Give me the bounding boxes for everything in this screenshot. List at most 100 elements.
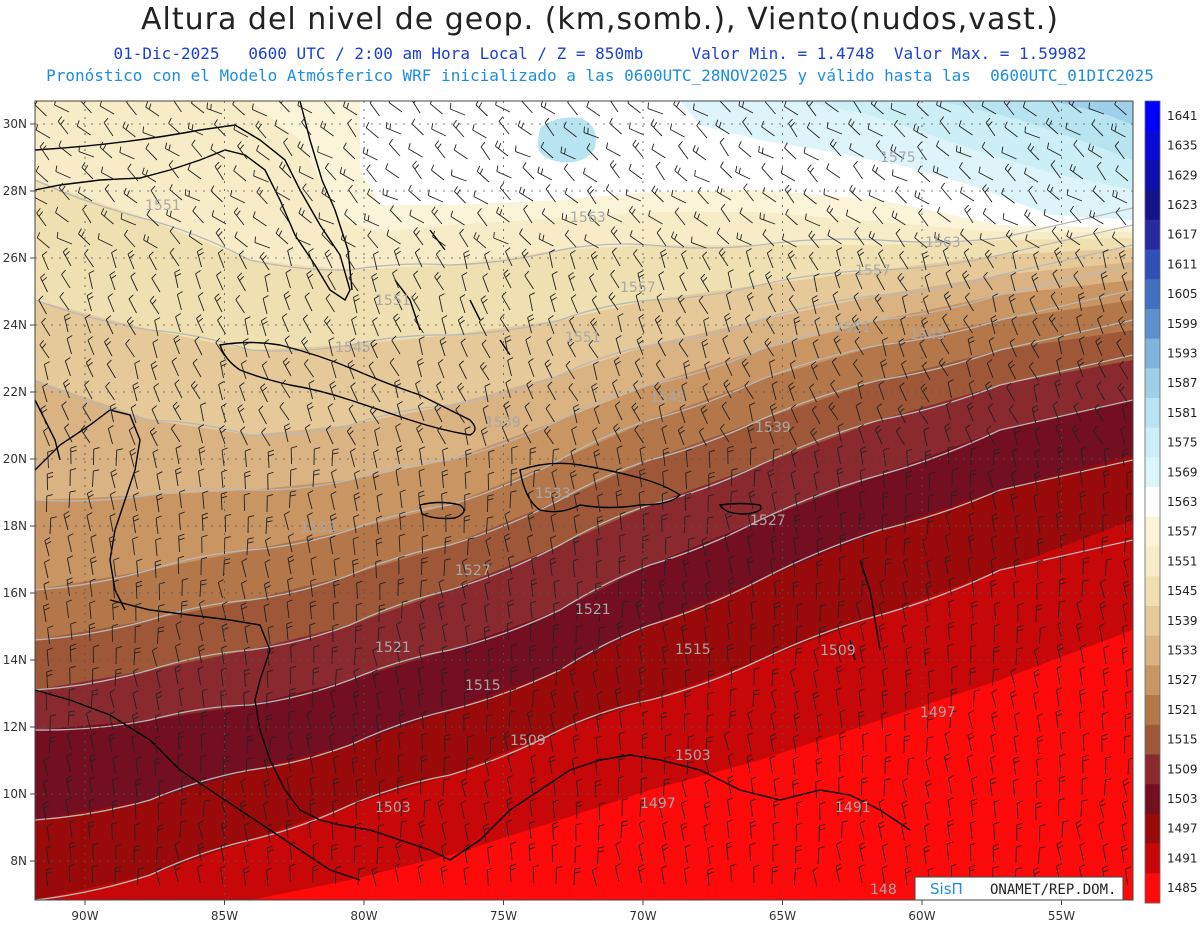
colorbar-swatch — [1145, 487, 1160, 518]
wind-barb-flag — [102, 144, 107, 151]
wind-barb-flag — [251, 103, 254, 110]
wind-barb-flag — [178, 511, 185, 515]
wind-barb-shaft — [457, 386, 466, 402]
wind-barb-shaft — [924, 826, 928, 843]
wind-barb-flag — [527, 710, 533, 714]
wind-barb-flag — [1102, 869, 1109, 873]
wind-barb-flag — [240, 602, 247, 606]
wind-barb-flag — [344, 235, 347, 242]
wind-barb-flag — [885, 562, 892, 565]
wind-barb-flag — [219, 425, 225, 430]
wind-barb-flag — [291, 445, 298, 449]
colorbar-swatch — [1145, 219, 1160, 250]
wind-barb-shaft — [355, 802, 357, 820]
wind-barb-shaft — [834, 272, 840, 289]
wind-barb-flag — [115, 866, 122, 869]
wind-barb-shaft — [310, 559, 314, 576]
wind-barb-flag — [135, 782, 142, 786]
wind-barb-shaft — [489, 737, 492, 755]
wind-barb-shaft — [46, 848, 49, 865]
wind-barb-flag — [136, 584, 143, 588]
wind-barb-shaft — [969, 470, 972, 488]
wind-barb-flag — [763, 213, 765, 220]
wind-barb-shaft — [595, 561, 598, 579]
wind-barb-flag — [546, 429, 551, 435]
wind-barb-shaft — [301, 121, 312, 136]
wind-barb-flag — [794, 492, 801, 496]
wind-barb-shaft — [465, 451, 468, 468]
wind-barb-flag — [726, 291, 732, 295]
wind-barb-shaft — [661, 868, 665, 885]
wind-barb-shaft — [867, 128, 883, 137]
wind-barb-shaft — [100, 213, 114, 225]
wind-barb-shaft — [1079, 493, 1082, 510]
wind-barb-shaft — [607, 214, 623, 223]
wind-barb-flag — [1114, 141, 1120, 147]
wind-barb-shaft — [390, 210, 402, 223]
wind-barb-shaft — [613, 360, 620, 377]
wind-barb-shaft — [947, 800, 951, 817]
wind-barb-flag — [216, 296, 222, 302]
contour-label: 1503 — [375, 800, 411, 816]
wind-barb-shaft — [1002, 218, 1019, 226]
wind-barb-flag — [658, 403, 665, 407]
wind-barb-flag — [979, 233, 982, 240]
wind-barb-shaft — [267, 451, 270, 469]
wind-barb-shaft — [305, 735, 311, 752]
wind-barb-shaft — [1056, 646, 1062, 663]
wind-barb-shaft — [267, 826, 271, 843]
wind-barb-shaft — [437, 802, 443, 819]
wind-barb-shaft — [104, 188, 115, 203]
wind-barb-shaft — [735, 171, 751, 180]
wind-barb-flag — [1035, 801, 1042, 805]
wind-barb-flag — [295, 232, 298, 239]
wind-barb-shaft — [936, 145, 950, 157]
wind-barb-flag — [590, 251, 597, 256]
wind-barb-shaft — [210, 190, 223, 203]
wind-barb-flag — [969, 490, 975, 494]
wind-barb-shaft — [89, 757, 94, 774]
wind-barb-flag — [1101, 737, 1108, 741]
wind-barb-flag — [924, 647, 931, 651]
wind-barb-shaft — [639, 471, 642, 488]
wind-barb-shaft — [131, 737, 135, 754]
wind-barb-shaft — [69, 645, 72, 663]
wind-barb-flag — [237, 404, 243, 409]
wind-barb-flag — [1037, 537, 1044, 541]
wind-barb-flag — [568, 383, 574, 389]
wind-barb-shaft — [698, 300, 709, 315]
wind-barb-flag — [136, 558, 143, 562]
wind-barb-flag — [885, 756, 892, 759]
wind-barb-flag — [69, 819, 76, 823]
wind-barb-flag — [1079, 692, 1086, 696]
wind-barb-shaft — [241, 561, 247, 578]
wind-barb-shaft — [132, 693, 137, 710]
wind-barb-shaft — [968, 537, 972, 554]
wind-barb-flag — [300, 143, 304, 150]
field-1587-band — [1050, 101, 1133, 125]
wind-barb-shaft — [803, 193, 817, 205]
wind-barb-flag — [218, 381, 225, 385]
wind-barb-shaft — [826, 168, 841, 179]
wind-barb-flag — [397, 449, 403, 453]
wind-barb-shaft — [697, 191, 709, 205]
wind-barb-flag — [971, 600, 978, 604]
wind-barb-shaft — [473, 237, 487, 249]
wind-barb-flag — [593, 647, 599, 651]
wind-barb-flag — [265, 537, 271, 541]
wind-barb-flag — [902, 294, 908, 298]
wind-barb-flag — [266, 691, 273, 695]
wind-barb-flag — [373, 673, 379, 677]
wind-barb-shaft — [595, 760, 598, 777]
wind-barb-shaft — [88, 823, 91, 840]
wind-barb-flag — [958, 120, 962, 127]
wind-barb-flag — [152, 339, 159, 343]
wind-barb-shaft — [681, 627, 685, 644]
wind-barb-flag — [1122, 778, 1129, 782]
wind-barb-shaft — [940, 187, 952, 201]
wind-barb-flag — [1010, 668, 1017, 672]
wind-barb-flag — [990, 583, 997, 587]
wind-barb-flag — [1056, 489, 1063, 493]
map-frame — [34, 100, 1134, 901]
wind-barb-flag — [615, 691, 622, 695]
